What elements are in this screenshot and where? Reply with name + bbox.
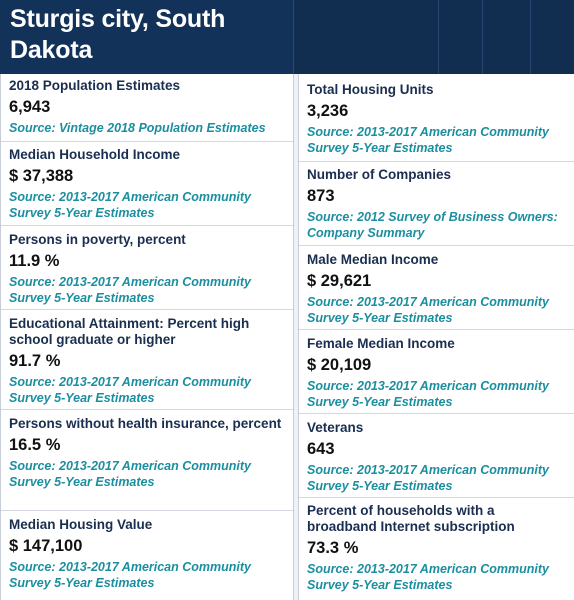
left-column: 2018 Population Estimates 6,943 Source: …	[0, 74, 294, 600]
stat-label: Male Median Income	[307, 252, 439, 267]
stat-value: 11.9 %	[9, 252, 60, 270]
stat-source: Source: 2013-2017 American Community Sur…	[9, 275, 251, 305]
stat-label: Number of Companies	[307, 167, 452, 182]
stat-label: Veterans	[307, 420, 364, 435]
stat-source: Source: 2013-2017 American Community Sur…	[9, 560, 251, 590]
stat-poverty: Persons in poverty, percent 11.9 % Sourc…	[1, 226, 293, 310]
stat-population: 2018 Population Estimates 6,943 Source: …	[1, 74, 293, 142]
stat-median-household-income: Median Household Income $ 37,388 Source:…	[1, 142, 293, 226]
stat-veterans: Veterans 643 Source: 2013-2017 American …	[299, 414, 574, 498]
stat-source: Source: 2013-2017 American Community Sur…	[307, 562, 549, 592]
stat-label: Female Median Income	[307, 336, 455, 351]
stat-label: Percent of households with a broadband I…	[307, 503, 515, 534]
stat-label: Educational Attainment: Percent high sch…	[9, 316, 250, 347]
stat-value: 643	[307, 440, 335, 458]
stat-source: Source: 2013-2017 American Community Sur…	[307, 463, 549, 493]
header-cell	[482, 0, 530, 74]
stat-health-insurance: Persons without health insurance, percen…	[1, 410, 293, 511]
stat-source: Source: Vintage 2018 Population Estimate…	[9, 121, 266, 135]
stat-label: Persons without health insurance, percen…	[9, 416, 282, 431]
right-column: Total Housing Units 3,236 Source: 2013-2…	[298, 74, 574, 600]
stat-value: $ 20,109	[307, 356, 372, 374]
stat-value: 73.3 %	[307, 539, 359, 557]
stat-label: Median Housing Value	[9, 517, 153, 532]
title-panel: Sturgis city, South Dakota	[0, 0, 294, 74]
stat-value: $ 37,388	[9, 167, 74, 185]
stat-value: 3,236	[307, 102, 349, 120]
stat-label: Median Household Income	[9, 147, 181, 162]
stat-value: 6,943	[9, 98, 51, 116]
page-header: Sturgis city, South Dakota	[0, 0, 574, 74]
stat-source: Source: 2013-2017 American Community Sur…	[9, 459, 251, 489]
stat-broadband: Percent of households with a broadband I…	[299, 498, 574, 600]
stat-value: 16.5 %	[9, 436, 61, 454]
stat-label: 2018 Population Estimates	[9, 78, 181, 93]
stat-female-median-income: Female Median Income $ 20,109 Source: 20…	[299, 330, 574, 414]
stat-source: Source: 2013-2017 American Community Sur…	[307, 125, 549, 155]
header-cell	[438, 0, 482, 74]
page-title: Sturgis city, South Dakota	[10, 5, 226, 64]
stat-source: Source: 2013-2017 American Community Sur…	[9, 190, 251, 220]
stat-source: Source: 2013-2017 American Community Sur…	[307, 295, 549, 325]
stat-source: Source: 2013-2017 American Community Sur…	[307, 379, 549, 409]
stat-educational-attainment: Educational Attainment: Percent high sch…	[1, 310, 293, 410]
stat-male-median-income: Male Median Income $ 29,621 Source: 2013…	[299, 246, 574, 330]
stat-label: Persons in poverty, percent	[9, 232, 186, 247]
stat-value: 91.7 %	[9, 352, 61, 370]
stat-number-of-companies: Number of Companies 873 Source: 2012 Sur…	[299, 162, 574, 246]
stat-value: $ 147,100	[9, 537, 83, 555]
stat-source: Source: 2012 Survey of Business Owners: …	[307, 210, 558, 240]
stat-label: Total Housing Units	[307, 82, 434, 97]
header-cell	[530, 0, 574, 74]
stat-median-housing-value: Median Housing Value $ 147,100 Source: 2…	[1, 511, 293, 600]
stat-total-housing-units: Total Housing Units 3,236 Source: 2013-2…	[299, 74, 574, 162]
stat-value: 873	[307, 187, 335, 205]
stat-source: Source: 2013-2017 American Community Sur…	[9, 375, 251, 405]
stat-value: $ 29,621	[307, 272, 372, 290]
column-divider	[294, 74, 298, 600]
